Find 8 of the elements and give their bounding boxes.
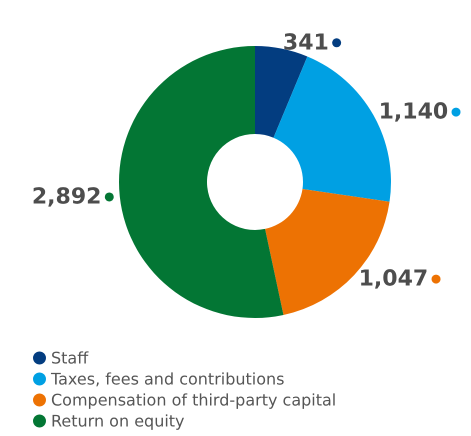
legend-label: Staff	[51, 348, 90, 368]
legend-label: Return on equity	[51, 412, 185, 430]
data-label: 2,892	[32, 184, 102, 210]
legend-label: Compensation of third-party capital	[51, 390, 336, 410]
data-label: 1,140	[378, 100, 448, 125]
data-label: 1,047	[358, 266, 428, 292]
data-label: 341	[282, 30, 329, 56]
legend-label: Taxes, fees and contributions	[50, 370, 284, 388]
